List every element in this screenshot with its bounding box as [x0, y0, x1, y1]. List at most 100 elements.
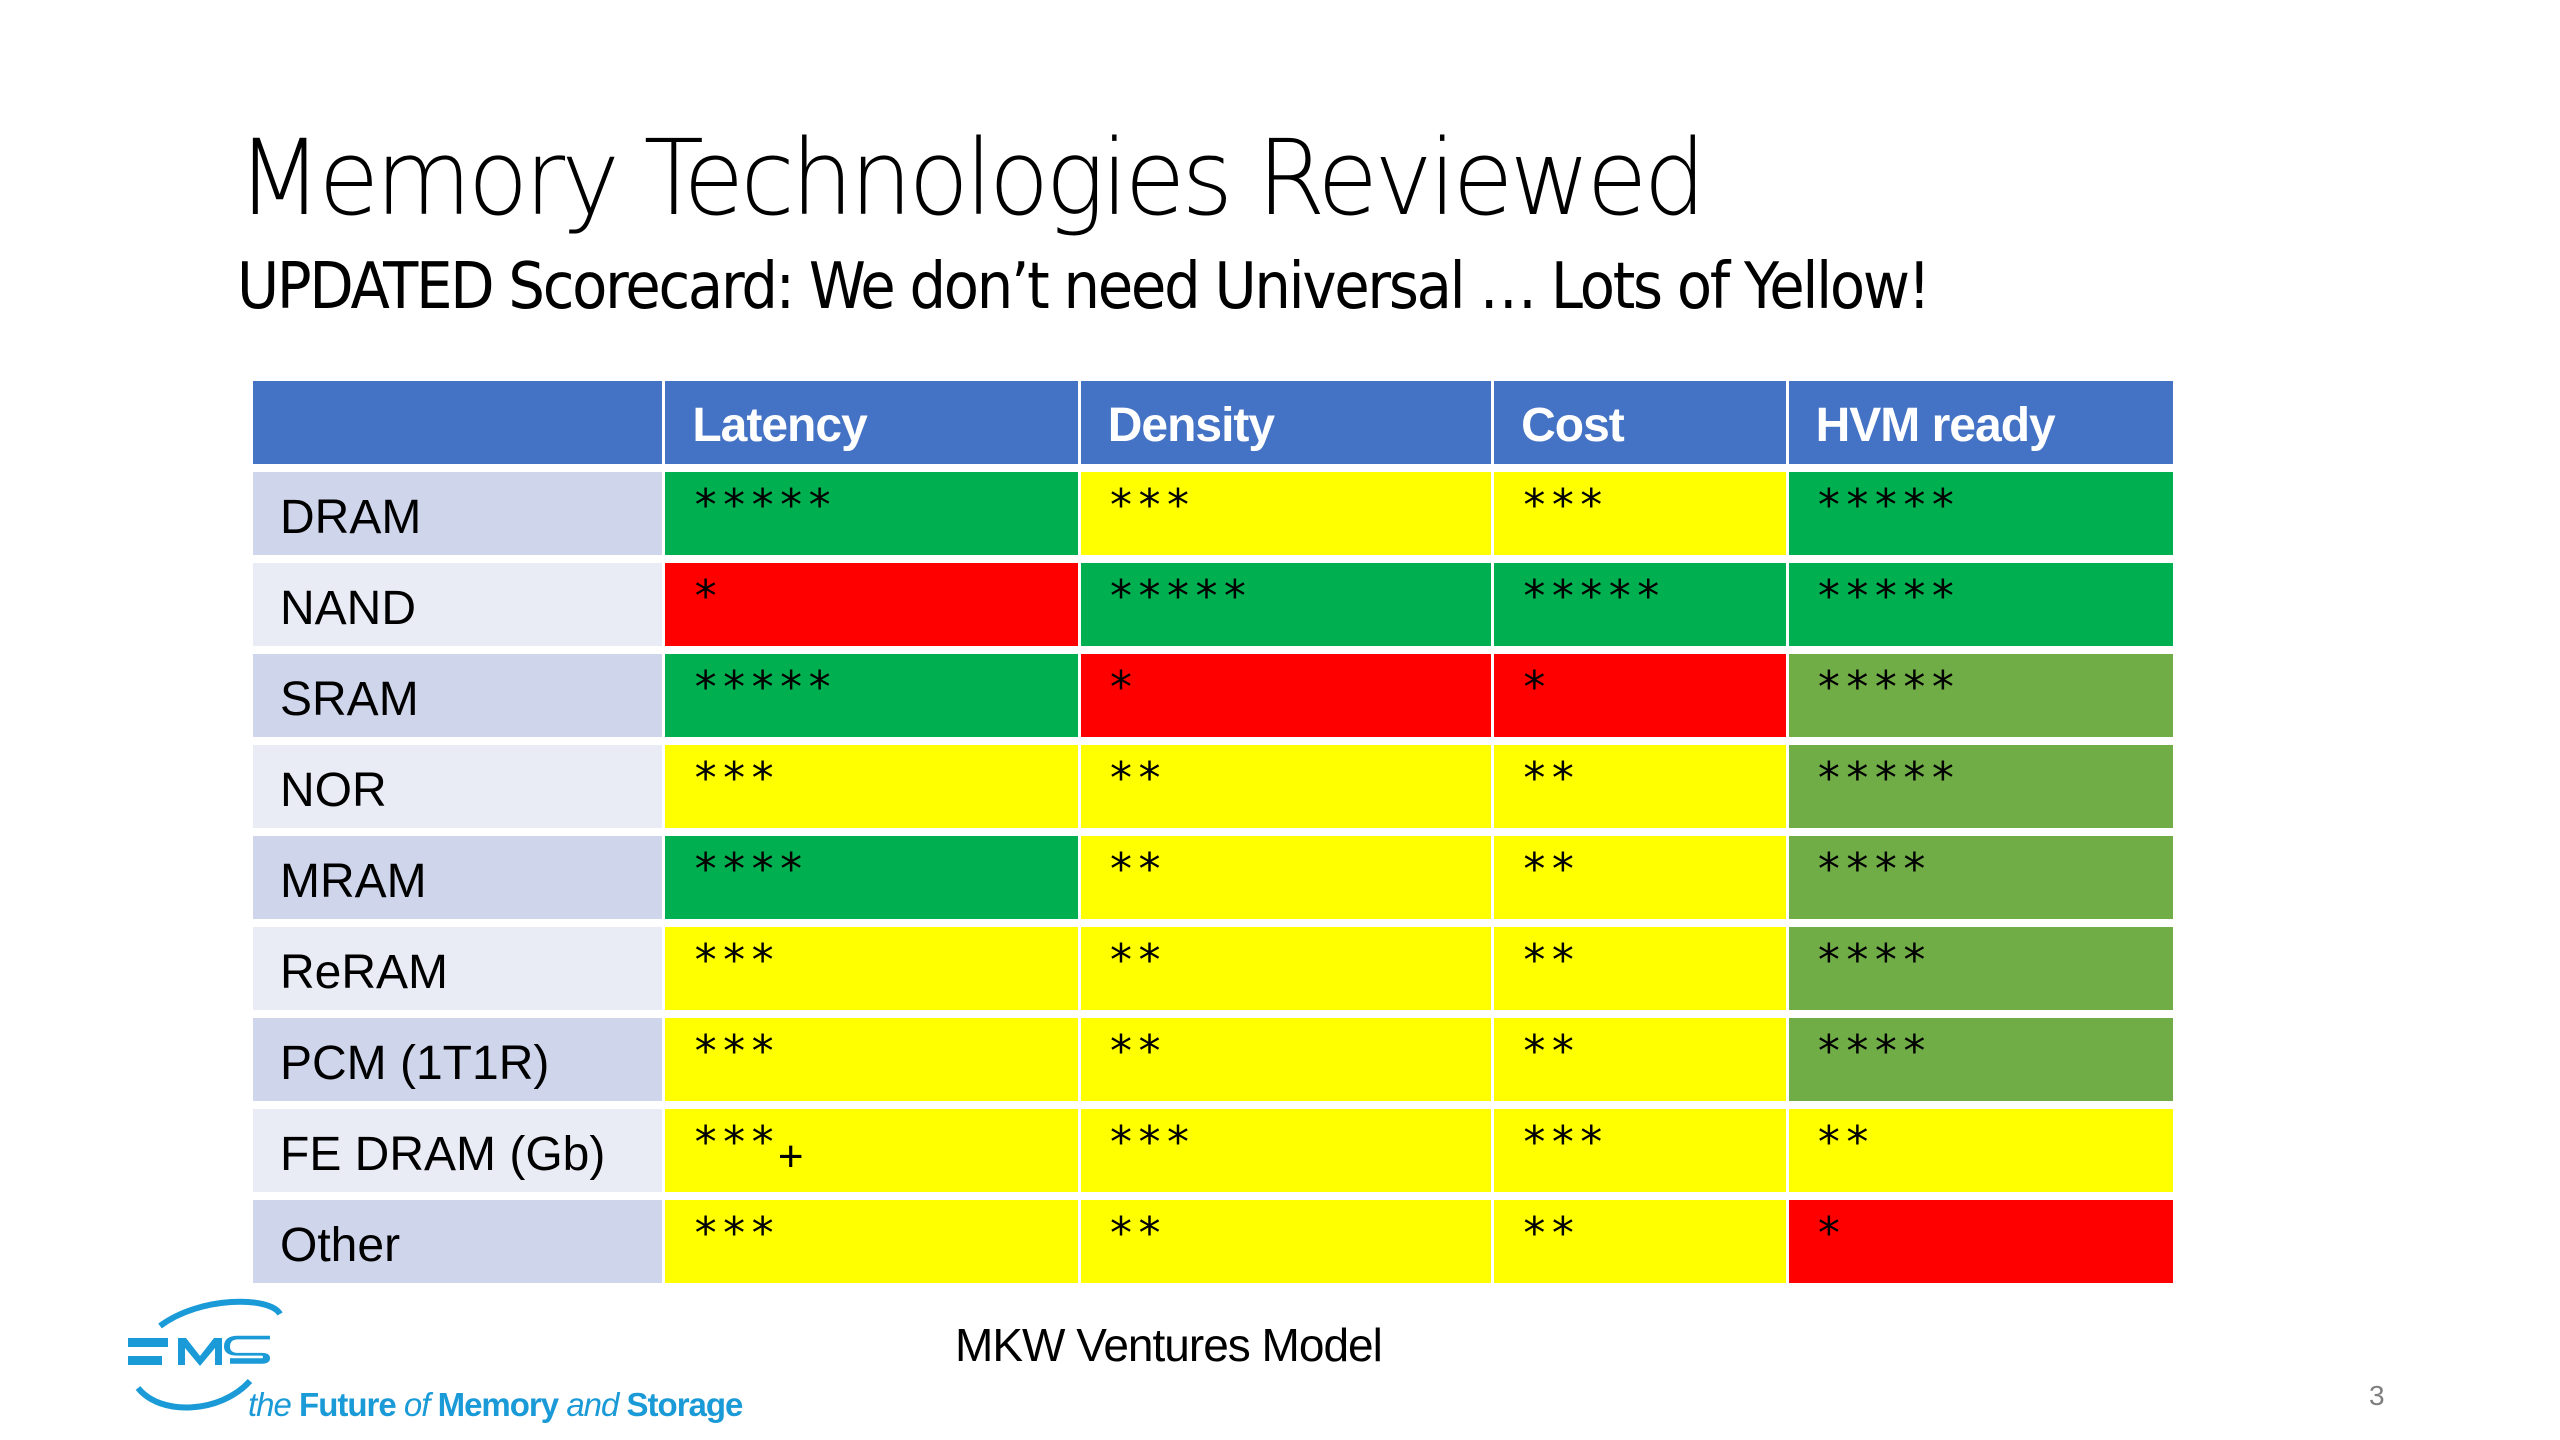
rating-stars: ****	[1816, 1026, 1930, 1077]
tagline-of: of	[403, 1386, 431, 1423]
rating-stars: *****	[1816, 571, 1958, 622]
rating-cell-density: **	[1080, 745, 1492, 828]
rating-stars: ****	[1816, 935, 1930, 986]
rating-value: ****	[1815, 1026, 1930, 1077]
rating-stars: *****	[692, 480, 834, 531]
rating-stars: **	[1521, 844, 1578, 895]
rating-value: ***	[1521, 1117, 1607, 1168]
rating-value: *****	[1521, 571, 1664, 622]
rating-stars: ****	[692, 844, 806, 895]
rating-stars: *****	[1521, 571, 1663, 622]
row-label-cell: NAND	[253, 563, 663, 646]
rating-cell-hvm-ready: *****	[1788, 563, 2174, 646]
rating-value: **	[1107, 1208, 1165, 1259]
rating-stars: *****	[1108, 571, 1250, 622]
column-header-cost: Cost	[1494, 381, 1786, 464]
column-header-label: HVM ready	[1815, 399, 2056, 452]
rating-stars: *	[1816, 1208, 1845, 1259]
table-header-row: Latency Density Cost HVM ready	[253, 381, 2174, 464]
row-label-cell: ReRAM	[253, 927, 663, 1010]
rating-cell-hvm-ready: *****	[1788, 472, 2174, 555]
column-header-latency: Latency	[665, 381, 1078, 464]
table-row: FE DRAM (Gb) ***+ *** *** **	[253, 1109, 2174, 1192]
rating-stars: ***	[692, 1208, 777, 1259]
rating-cell-cost: ***	[1494, 1109, 1786, 1192]
row-label-cell: MRAM	[253, 836, 663, 919]
row-label-cell: PCM (1T1R)	[253, 1018, 663, 1101]
rating-value: ***	[1107, 480, 1194, 531]
rating-value: ***	[692, 935, 778, 986]
rating-value: *	[1107, 662, 1137, 713]
rating-value: *****	[1107, 571, 1251, 622]
rating-cell-hvm-ready: *	[1788, 1200, 2174, 1283]
column-header-hvm-ready: HVM ready	[1788, 381, 2174, 464]
rating-value: ***	[1521, 480, 1607, 531]
slide-title: Memory Technologies Reviewed	[237, 117, 1706, 239]
rating-cell-density: *	[1080, 654, 1492, 737]
technology-name: PCM (1T1R)	[280, 1037, 550, 1090]
rating-value: **	[1521, 1026, 1579, 1077]
rating-value: ***	[692, 753, 778, 804]
rating-value: **	[1107, 844, 1165, 895]
rating-value: *	[1521, 662, 1550, 713]
rating-stars: *	[1521, 662, 1550, 713]
rating-value: *****	[1815, 480, 1959, 531]
rating-cell-latency: ***	[665, 927, 1078, 1010]
table-row: NAND * ***** ***** *****	[253, 563, 2174, 646]
rating-cell-latency: ***	[665, 1018, 1078, 1101]
rating-stars: **	[1521, 935, 1578, 986]
rating-cell-density: ***	[1080, 472, 1492, 555]
rating-value: ****	[692, 844, 807, 895]
rating-cell-latency: ***	[665, 1200, 1078, 1283]
row-label-cell: NOR	[253, 745, 663, 828]
technology-name: MRAM	[280, 855, 427, 908]
tagline-the: the	[248, 1386, 292, 1423]
source-note: MKW Ventures Model	[955, 1319, 1383, 1371]
technology-name: ReRAM	[280, 946, 449, 999]
rating-cell-latency: ***+	[665, 1109, 1078, 1192]
rating-value: ***	[692, 1026, 778, 1077]
rating-value: **	[1815, 1117, 1873, 1168]
rating-stars: **	[1108, 1026, 1165, 1077]
rating-value: **	[1107, 753, 1165, 804]
rating-cell-hvm-ready: *****	[1788, 654, 2174, 737]
rating-cell-latency: *****	[665, 472, 1078, 555]
rating-cell-cost: **	[1494, 927, 1786, 1010]
rating-value: **	[1521, 1208, 1579, 1259]
rating-stars: *****	[1816, 662, 1958, 713]
table-row: DRAM ***** *** *** *****	[253, 472, 2174, 555]
technology-name: FE DRAM (Gb)	[280, 1128, 606, 1181]
table-row: NOR *** ** ** *****	[253, 745, 2174, 828]
technology-name: NAND	[280, 582, 417, 635]
table-row: Other *** ** ** *	[253, 1200, 2174, 1283]
technology-name: DRAM	[280, 491, 422, 544]
rating-cell-density: *****	[1080, 563, 1492, 646]
fms-tagline: the Future of Memory and Storage	[248, 1386, 743, 1424]
row-label-cell: FE DRAM (Gb)	[253, 1109, 663, 1192]
rating-stars: ***	[1108, 480, 1193, 531]
rating-stars: ***	[1521, 480, 1606, 531]
rating-value: *	[692, 571, 721, 622]
rating-value: ****	[1815, 935, 1930, 986]
rating-stars: *	[1108, 662, 1137, 713]
rating-cell-cost: **	[1494, 1018, 1786, 1101]
rating-stars: *****	[1816, 480, 1958, 531]
rating-stars: **	[1108, 935, 1165, 986]
rating-stars: **	[1108, 844, 1165, 895]
rating-cell-latency: *	[665, 563, 1078, 646]
rating-stars: **	[1108, 1208, 1165, 1259]
rating-value: ***	[692, 1208, 778, 1259]
rating-cell-density: **	[1080, 1018, 1492, 1101]
rating-value: **	[1107, 935, 1165, 986]
rating-cell-density: **	[1080, 1200, 1492, 1283]
table-row: SRAM ***** * * *****	[253, 654, 2174, 737]
rating-cell-hvm-ready: ****	[1788, 1018, 2174, 1101]
tagline-future: Future	[299, 1386, 397, 1423]
rating-value: *****	[692, 480, 835, 531]
row-label-cell: Other	[253, 1200, 663, 1283]
rating-value: *****	[1815, 662, 1959, 713]
rating-cell-hvm-ready: **	[1788, 1109, 2174, 1192]
rating-stars: *	[692, 571, 721, 622]
page-number: 3	[2369, 1380, 2385, 1411]
slide-subtitle: UPDATED Scorecard: We don’t need Univers…	[237, 250, 1931, 324]
